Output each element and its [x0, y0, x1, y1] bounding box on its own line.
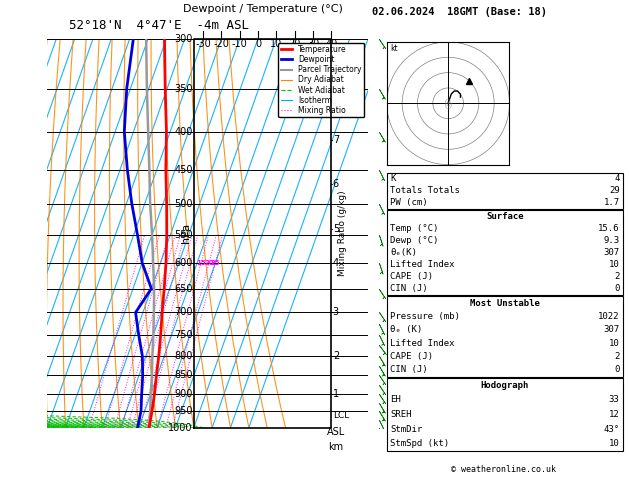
Text: 307: 307: [603, 248, 620, 257]
Text: SREH: SREH: [390, 410, 411, 419]
Text: 0: 0: [614, 284, 620, 294]
Text: 950: 950: [174, 406, 193, 416]
Text: 40: 40: [325, 39, 337, 49]
Text: 02.06.2024  18GMT (Base: 18): 02.06.2024 18GMT (Base: 18): [372, 7, 547, 17]
Text: 1000: 1000: [169, 423, 193, 433]
Text: 1.7: 1.7: [603, 198, 620, 208]
Text: 33: 33: [609, 396, 620, 404]
Text: 10: 10: [609, 260, 620, 269]
Text: Temp (°C): Temp (°C): [390, 224, 438, 233]
Text: 3: 3: [333, 308, 339, 317]
Text: 4: 4: [614, 174, 620, 183]
Text: Dewpoint / Temperature (°C): Dewpoint / Temperature (°C): [182, 4, 343, 14]
Text: StmSpd (kt): StmSpd (kt): [390, 439, 449, 448]
Text: km: km: [328, 442, 343, 452]
Text: 20: 20: [204, 260, 214, 266]
Text: 307: 307: [603, 325, 620, 334]
Text: -10: -10: [231, 39, 248, 49]
Text: StmDir: StmDir: [390, 425, 422, 434]
Text: 500: 500: [174, 199, 193, 209]
Text: 12: 12: [609, 410, 620, 419]
Text: 850: 850: [174, 370, 193, 380]
Text: 800: 800: [174, 350, 193, 361]
Text: 10: 10: [609, 439, 620, 448]
Text: 300: 300: [174, 34, 193, 44]
Text: 10: 10: [609, 339, 620, 348]
Text: 8: 8: [333, 89, 339, 99]
Text: EH: EH: [390, 396, 401, 404]
Text: CIN (J): CIN (J): [390, 365, 428, 375]
Text: PW (cm): PW (cm): [390, 198, 428, 208]
Text: 1022: 1022: [598, 312, 620, 321]
Text: 6: 6: [333, 179, 339, 189]
Text: Mixing Ratio (g/kg): Mixing Ratio (g/kg): [338, 191, 347, 276]
Text: CAPE (J): CAPE (J): [390, 272, 433, 281]
Text: 550: 550: [174, 229, 193, 240]
Text: 43°: 43°: [603, 425, 620, 434]
Text: 7: 7: [333, 135, 339, 145]
Text: Totals Totals: Totals Totals: [390, 186, 460, 195]
Text: -20: -20: [213, 39, 229, 49]
Text: 20: 20: [289, 39, 301, 49]
Text: Surface: Surface: [486, 211, 523, 221]
Text: θₑ (K): θₑ (K): [390, 325, 422, 334]
Text: 30: 30: [307, 39, 319, 49]
Text: 5: 5: [333, 224, 339, 234]
Text: 450: 450: [174, 165, 193, 175]
Text: 400: 400: [174, 127, 193, 137]
Text: 0: 0: [255, 39, 261, 49]
Text: 29: 29: [609, 186, 620, 195]
Text: 0: 0: [614, 365, 620, 375]
Text: 750: 750: [174, 330, 193, 340]
Text: LCL: LCL: [333, 411, 349, 419]
Text: 4: 4: [333, 258, 339, 268]
Legend: Temperature, Dewpoint, Parcel Trajectory, Dry Adiabat, Wet Adiabat, Isotherm, Mi: Temperature, Dewpoint, Parcel Trajectory…: [279, 43, 364, 117]
Text: Lifted Index: Lifted Index: [390, 260, 455, 269]
Text: Hodograph: Hodograph: [481, 381, 529, 390]
Text: ASL: ASL: [326, 427, 345, 436]
Text: CAPE (J): CAPE (J): [390, 352, 433, 361]
Text: 650: 650: [174, 283, 193, 294]
Text: Pressure (mb): Pressure (mb): [390, 312, 460, 321]
Text: 25: 25: [211, 260, 220, 266]
Text: 2: 2: [614, 272, 620, 281]
Bar: [194, 39, 331, 428]
Text: 9.3: 9.3: [603, 236, 620, 245]
Text: © weatheronline.co.uk: © weatheronline.co.uk: [451, 465, 555, 474]
Text: 2: 2: [333, 350, 339, 361]
Text: 52°18'N  4°47'E  -4m ASL: 52°18'N 4°47'E -4m ASL: [69, 18, 250, 32]
Text: Dewp (°C): Dewp (°C): [390, 236, 438, 245]
Text: CIN (J): CIN (J): [390, 284, 428, 294]
Text: 2: 2: [614, 352, 620, 361]
Text: 1: 1: [333, 389, 339, 399]
Text: kt: kt: [390, 44, 398, 53]
Text: θₑ(K): θₑ(K): [390, 248, 417, 257]
Text: Most Unstable: Most Unstable: [470, 298, 540, 308]
Text: 10: 10: [270, 39, 282, 49]
Text: 600: 600: [174, 258, 193, 268]
Text: 15: 15: [196, 260, 206, 266]
Text: 15.6: 15.6: [598, 224, 620, 233]
Text: -30: -30: [195, 39, 211, 49]
Text: hPa: hPa: [182, 223, 191, 243]
Text: 700: 700: [174, 308, 193, 317]
Text: K: K: [390, 174, 396, 183]
Text: Lifted Index: Lifted Index: [390, 339, 455, 348]
Text: 350: 350: [174, 84, 193, 94]
Text: 900: 900: [174, 389, 193, 399]
